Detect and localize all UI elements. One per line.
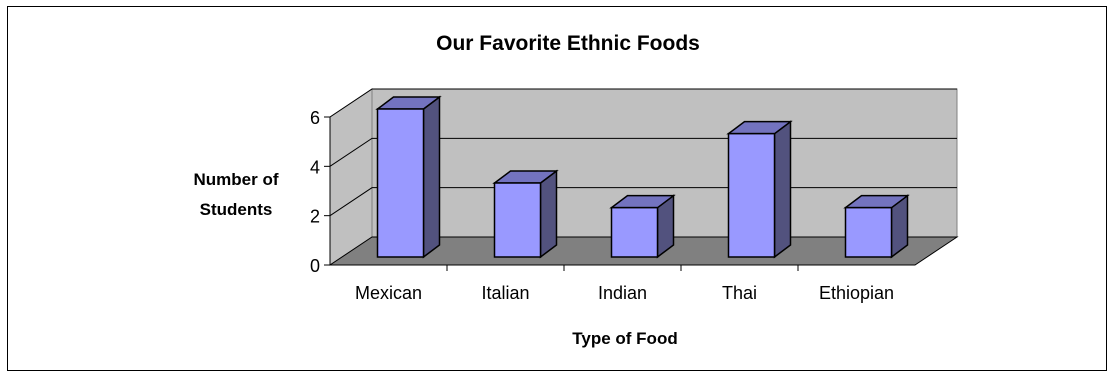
y-tick-label: 0: [310, 256, 320, 276]
x-tick-label: Italian: [481, 283, 529, 303]
bar-ethiopian: [843, 194, 910, 259]
bar-front: [493, 182, 542, 258]
x-tick-label: Indian: [598, 283, 647, 303]
bar-front: [610, 206, 659, 258]
bar-indian: [609, 194, 676, 259]
x-tick-label: Thai: [722, 283, 757, 303]
y-axis-label-line-1: Number of: [194, 170, 279, 189]
side-wall: [329, 88, 373, 266]
x-axis-ticks: Mexican Italian Indian Thai Ethiopian: [330, 264, 915, 303]
chart-title: Our Favorite Ethnic Foods: [436, 32, 700, 55]
x-tick-label: Mexican: [355, 283, 422, 303]
bar-front: [844, 206, 893, 258]
bar-thai: [726, 120, 793, 259]
y-axis-ticks: 0 2 4 6: [310, 108, 331, 276]
x-axis-label: Type of Food: [572, 329, 677, 348]
bar-side: [422, 95, 441, 259]
bar-mexican: [375, 95, 442, 259]
y-tick-label: 2: [310, 207, 320, 227]
y-tick-label: 6: [310, 108, 320, 128]
bar-front: [376, 108, 425, 258]
y-axis-label-line-2: Students: [200, 200, 273, 219]
y-tick-label: 4: [310, 157, 320, 177]
bar-italian: [492, 169, 559, 259]
bar-side: [539, 169, 558, 259]
bar-front: [727, 132, 776, 258]
gridline: [329, 88, 957, 118]
bars: [375, 95, 910, 259]
bar-side: [773, 120, 792, 259]
x-tick-label: Ethiopian: [819, 283, 894, 303]
